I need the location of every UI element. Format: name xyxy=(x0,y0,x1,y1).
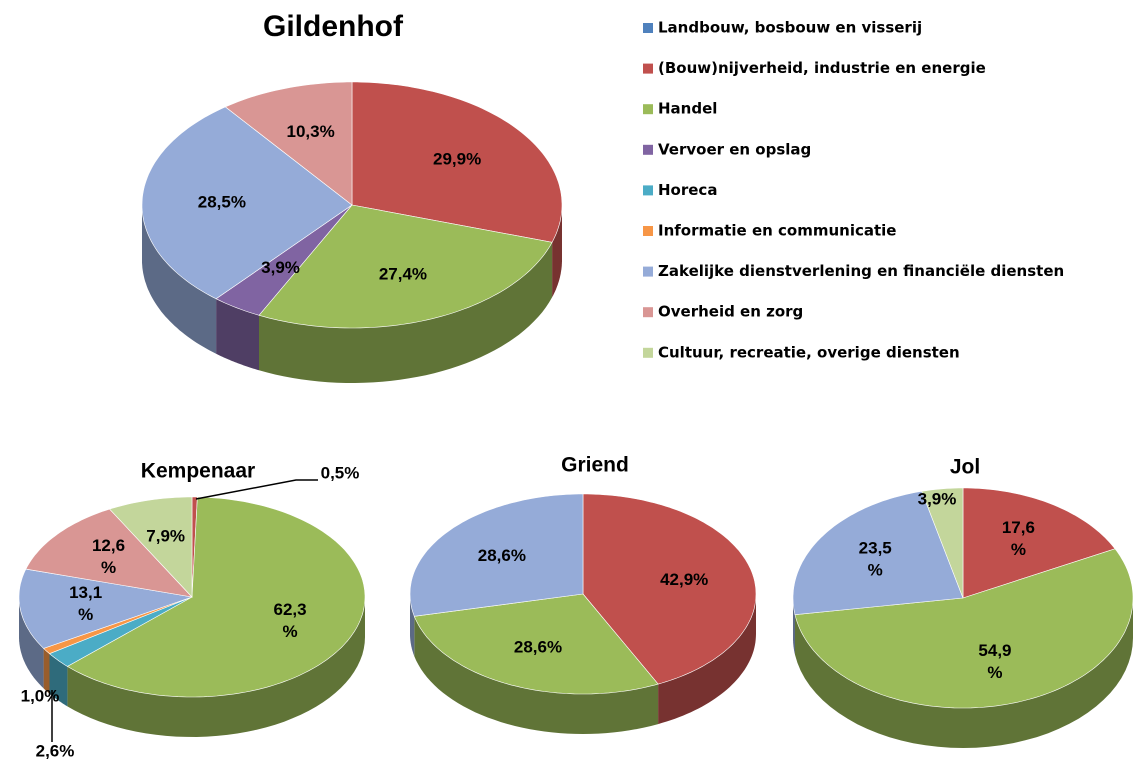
slice-side xyxy=(19,597,44,689)
data-label-line: % xyxy=(1011,540,1026,559)
slice xyxy=(18,568,193,649)
data-label: 3,9% xyxy=(918,489,957,508)
slice xyxy=(794,548,1134,709)
slice xyxy=(413,593,659,695)
slice xyxy=(409,493,584,617)
data-label-line: % xyxy=(101,559,116,578)
legend-swatch xyxy=(643,226,653,236)
data-label: 29,9% xyxy=(433,149,481,168)
chart-title: Kempenaar xyxy=(141,460,255,483)
legend-label: Overheid en zorg xyxy=(658,303,803,321)
legend-label: Cultuur, recreatie, overige diensten xyxy=(658,343,960,361)
slice xyxy=(25,508,193,598)
data-label: 28,5% xyxy=(198,192,246,211)
legend-swatch xyxy=(643,23,653,33)
pie xyxy=(18,496,366,737)
data-label: 12,6% xyxy=(92,537,125,578)
leader-line xyxy=(195,479,318,500)
slice-side xyxy=(795,598,1133,748)
slice-side xyxy=(552,205,562,298)
slice-side xyxy=(43,648,50,694)
data-label: 23,5% xyxy=(859,539,892,580)
legend-swatch xyxy=(643,307,653,318)
legend-swatch xyxy=(643,104,653,115)
slice-side xyxy=(142,205,217,354)
pie xyxy=(792,487,1134,748)
data-label: 2,6% xyxy=(36,741,75,760)
data-label: 3,9% xyxy=(261,258,300,277)
data-label: 7,9% xyxy=(146,526,185,545)
data-label-line: 62,3 xyxy=(273,601,306,620)
pie xyxy=(141,81,563,383)
legend-label: Horeca xyxy=(658,181,717,199)
slice xyxy=(792,490,964,616)
data-label-line: % xyxy=(987,663,1002,682)
data-label-line: 23,5 xyxy=(859,539,892,558)
legend-swatch xyxy=(643,63,653,74)
chart-title: Jol xyxy=(950,456,980,479)
legend-swatch xyxy=(643,266,653,277)
legend-swatch xyxy=(643,185,653,196)
chart-title: Griend xyxy=(561,454,629,477)
data-label-line: % xyxy=(868,561,883,580)
slice xyxy=(109,496,193,598)
slice xyxy=(48,596,193,667)
data-label: 13,1% xyxy=(69,583,102,624)
data-label: 10,3% xyxy=(286,122,334,141)
pie xyxy=(409,493,757,734)
slice xyxy=(351,81,563,243)
slice xyxy=(582,493,757,685)
data-label: 28,6% xyxy=(514,638,562,657)
slice xyxy=(215,204,353,316)
legend-label: Zakelijke dienstverlening en financiële … xyxy=(658,262,1064,280)
data-label-line: 17,6 xyxy=(1002,518,1035,537)
data-label-line: 13,1 xyxy=(69,583,102,602)
legend-label: Handel xyxy=(658,100,717,118)
slice-side xyxy=(793,598,795,655)
slice xyxy=(921,487,964,599)
slice xyxy=(66,496,366,698)
data-label-line: % xyxy=(282,623,297,642)
legend-label: Vervoer en opslag xyxy=(658,140,811,158)
slice-side xyxy=(259,242,553,383)
slice xyxy=(258,204,553,329)
data-label: 42,9% xyxy=(660,570,708,589)
slice-side xyxy=(410,594,415,657)
chart-title: Gildenhof xyxy=(263,10,404,43)
legend-swatch xyxy=(643,144,653,155)
slice-side xyxy=(67,597,366,737)
data-label: 1,0% xyxy=(21,686,60,705)
legend-label: Landbouw, bosbouw en visserij xyxy=(658,19,922,37)
data-label: 54,9% xyxy=(978,641,1011,682)
slice xyxy=(141,106,353,300)
slice-side xyxy=(414,616,659,734)
legend-label: Informatie en communicatie xyxy=(658,222,896,240)
data-label-line: 54,9 xyxy=(978,641,1011,660)
slice xyxy=(224,81,353,206)
data-label: 62,3% xyxy=(273,601,306,642)
data-label: 17,6% xyxy=(1002,518,1035,559)
data-label: 0,5% xyxy=(321,463,360,482)
slice-side xyxy=(216,298,259,371)
slice-side xyxy=(658,594,756,725)
legend-swatch xyxy=(643,347,653,358)
slice xyxy=(962,487,1116,599)
data-label-line: % xyxy=(78,605,93,624)
legend-label: (Bouw)nijverheid, industrie en energie xyxy=(658,59,986,77)
data-label-line: 12,6 xyxy=(92,537,125,556)
slice-side xyxy=(49,653,68,707)
data-label: 28,6% xyxy=(478,546,526,565)
data-label: 27,4% xyxy=(379,265,427,284)
